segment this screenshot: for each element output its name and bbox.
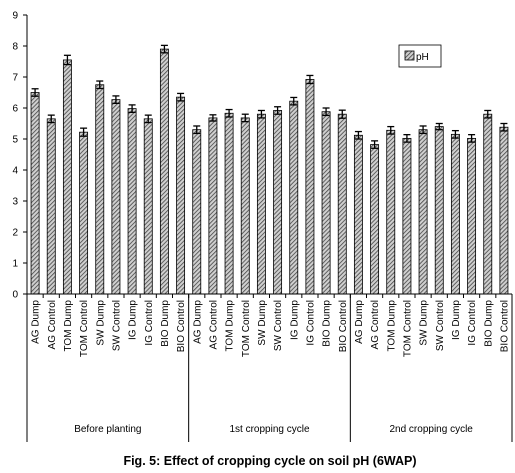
bar xyxy=(289,100,299,295)
bar xyxy=(143,118,153,295)
bar xyxy=(62,59,72,295)
y-tick-label: 4 xyxy=(12,166,18,177)
bar xyxy=(386,129,396,295)
y-axis-ticks xyxy=(23,14,27,295)
category-label: AG Dump xyxy=(192,300,203,344)
group-label: 2nd cropping cycle xyxy=(389,424,473,435)
category-label: TOM Dump xyxy=(225,300,236,352)
bar xyxy=(208,117,218,295)
group-label: Before planting xyxy=(74,424,141,435)
bar xyxy=(256,113,266,295)
category-label: IG Control xyxy=(305,300,316,346)
category-label: BIO Control xyxy=(499,300,510,352)
category-label: BIO Control xyxy=(176,300,187,352)
category-label: BIO Control xyxy=(338,300,349,352)
category-label: SW Control xyxy=(273,300,284,351)
bar xyxy=(467,137,477,295)
category-label: IG Control xyxy=(467,300,478,346)
group-labels: Before planting 1st cropping cycle 2nd cro… xyxy=(74,424,473,435)
category-label: SW Dump xyxy=(257,300,268,346)
legend-swatch xyxy=(404,50,415,61)
category-label: TOM Control xyxy=(79,300,90,357)
legend-label: pH xyxy=(416,52,429,63)
bar xyxy=(370,144,380,295)
bar xyxy=(434,126,444,295)
bar xyxy=(95,84,105,295)
y-tick-label: 9 xyxy=(12,11,18,22)
y-tick-label: 3 xyxy=(12,197,18,208)
bar xyxy=(337,113,347,295)
category-label: IG Dump xyxy=(128,300,139,340)
y-tick-label: 0 xyxy=(12,290,18,301)
y-tick-label: 2 xyxy=(12,228,18,239)
category-label: AG Dump xyxy=(31,300,42,344)
category-label: IG Dump xyxy=(289,300,300,340)
bars xyxy=(30,48,509,295)
bar xyxy=(176,96,186,295)
category-label: BIO Dump xyxy=(322,300,333,347)
group-label: 1st cropping cycle xyxy=(229,424,309,435)
category-label: AG Control xyxy=(47,300,58,349)
y-tick-label: 6 xyxy=(12,104,18,115)
category-label: SW Dump xyxy=(419,300,430,346)
category-labels: AG Dump AG Control TOM Dump TOM Control SW D… xyxy=(31,300,511,358)
bar xyxy=(79,131,89,295)
bar xyxy=(224,112,234,295)
category-label: IG Dump xyxy=(451,300,462,340)
bar xyxy=(305,79,315,295)
bar xyxy=(402,137,412,295)
category-label: TOM Dump xyxy=(386,300,397,352)
y-tick-label: 8 xyxy=(12,42,18,53)
category-label: BIO Dump xyxy=(483,300,494,347)
bar xyxy=(499,126,509,295)
category-label: IG Control xyxy=(144,300,155,346)
group-dividers xyxy=(26,294,513,442)
bar xyxy=(483,113,493,295)
bar xyxy=(30,92,40,295)
bar xyxy=(46,118,56,295)
bar xyxy=(192,129,202,295)
y-tick-label: 5 xyxy=(12,135,18,146)
category-label: SW Dump xyxy=(95,300,106,346)
legend: pH xyxy=(398,44,442,68)
category-label: AG Control xyxy=(370,300,381,349)
error-bars xyxy=(31,44,508,149)
category-label: BIO Dump xyxy=(160,300,171,347)
category-label: AG Control xyxy=(208,300,219,349)
bar xyxy=(273,110,283,295)
bar xyxy=(353,134,363,295)
category-label: SW Control xyxy=(435,300,446,351)
bar xyxy=(321,111,331,295)
x-axis-ticks xyxy=(26,294,513,298)
category-label: TOM Dump xyxy=(63,300,74,352)
bar xyxy=(127,108,137,295)
bar xyxy=(450,133,460,295)
bar xyxy=(418,129,428,295)
bar xyxy=(111,99,121,295)
y-axis-tick-labels: 0 1 2 3 4 5 6 7 8 9 xyxy=(12,11,18,301)
category-label: SW Control xyxy=(111,300,122,351)
bar xyxy=(159,48,169,295)
legend-box xyxy=(398,44,442,68)
category-label: AG Dump xyxy=(354,300,365,344)
bar xyxy=(240,117,250,295)
y-tick-label: 1 xyxy=(12,259,18,270)
y-tick-label: 7 xyxy=(12,73,18,84)
chart-title: Fig. 5: Effect of cropping cycle on soil… xyxy=(123,454,416,468)
category-label: TOM Control xyxy=(402,300,413,357)
category-label: TOM Control xyxy=(241,300,252,357)
